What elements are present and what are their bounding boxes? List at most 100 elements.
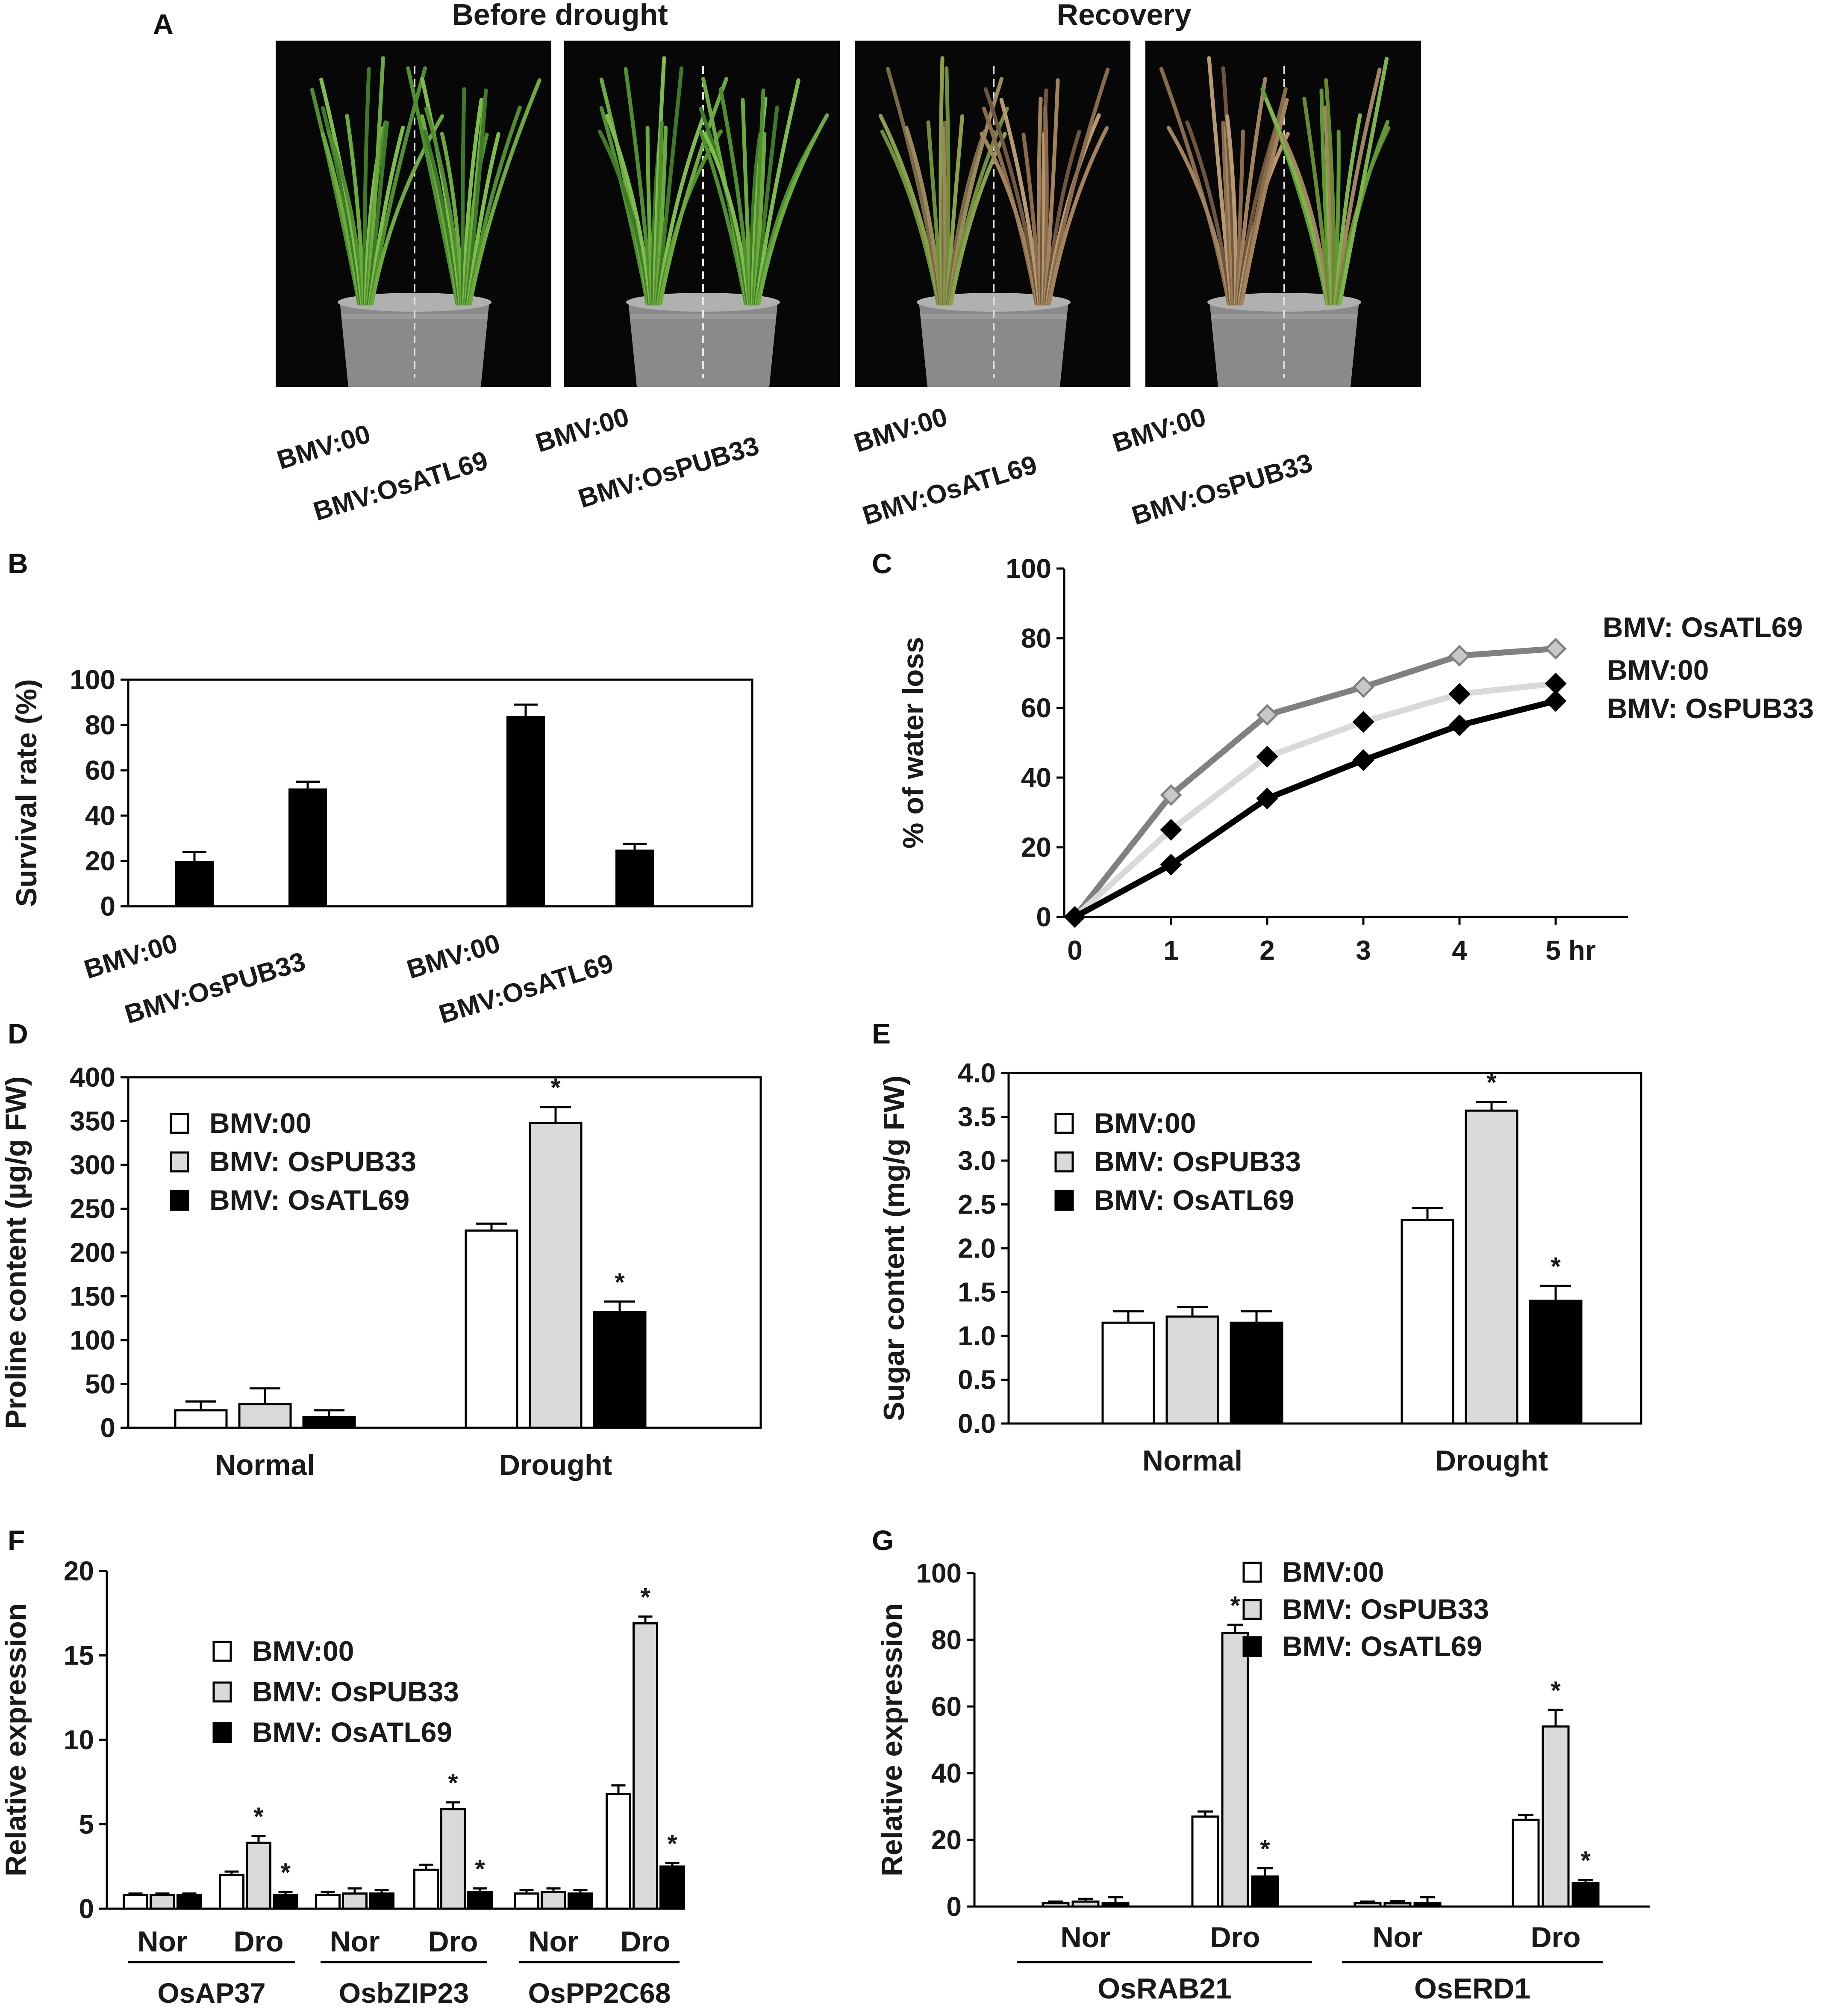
photo1-label-bmv00: BMV:00 [274, 419, 374, 475]
y-tick-label: 40 [85, 800, 115, 831]
significance-star: * [615, 1268, 625, 1297]
legend-swatch [1242, 1562, 1262, 1583]
y-tick-label: 80 [85, 710, 115, 740]
y-tick-label: 80 [931, 1624, 962, 1655]
data-point [1448, 683, 1471, 705]
legend-label: BMV:00 [1282, 1556, 1384, 1588]
legend-label: BMV: OsPUB33 [1094, 1146, 1301, 1177]
plot-frame [127, 1076, 762, 1429]
leaf [949, 132, 1007, 306]
x-tick-label: 4 [1452, 935, 1467, 966]
legend-swatch [170, 1113, 189, 1134]
leaf [999, 98, 1042, 306]
bar [246, 1842, 271, 1910]
leaf [1333, 130, 1341, 306]
photo4-label-bmv00: BMV:00 [1109, 402, 1209, 458]
data-point [1256, 704, 1278, 726]
leaf [1225, 114, 1238, 306]
photo-recovery-ospub33 [1145, 41, 1421, 387]
pot-body [1209, 301, 1359, 387]
leaf [656, 114, 706, 306]
bar [1101, 1321, 1155, 1425]
data-point [1352, 676, 1374, 698]
y-tick-label: 15 [64, 1640, 94, 1671]
significance-star: * [1230, 1591, 1240, 1620]
leaf [1236, 77, 1267, 306]
heading-before-drought: Before drought [452, 0, 668, 31]
y-axis-label: Relative expression [876, 1603, 908, 1877]
data-point [1448, 714, 1471, 737]
pot-body [340, 301, 489, 387]
leaf [655, 66, 684, 306]
data-point [1256, 787, 1278, 810]
leaf [1043, 78, 1060, 306]
y-tick-label: 0 [100, 891, 115, 922]
y-tick-label: 3.5 [958, 1102, 996, 1132]
bar [465, 1229, 518, 1429]
y-axis-label: Survival rate (%) [10, 679, 43, 907]
photo-before-osatl69 [276, 41, 551, 387]
bar [615, 849, 654, 906]
bar [1413, 1902, 1442, 1908]
legend-label: BMV: OsATL69 [1282, 1630, 1482, 1662]
y-tick-label: 20 [931, 1824, 962, 1855]
bar [342, 1892, 368, 1910]
y-tick-label: 40 [1021, 762, 1051, 793]
chart-f-expression: 0 5 10 15 20 Relative expression * * * * * * BMV:00 B… [0, 1556, 685, 2009]
legend-swatch [1242, 1599, 1262, 1620]
bar [238, 1403, 292, 1429]
leaf [756, 113, 829, 306]
significance-star: * [280, 1858, 291, 1887]
y-tick-label: 200 [70, 1237, 115, 1268]
photo3-label-osatl69: BMV:OsATL69 [859, 450, 1041, 531]
y-tick-label: 60 [85, 755, 115, 786]
chart-e-sugar: 0.0 0.5 1.0 1.5 2.0 2.5 3.0 3.5 4.0 Sugar content… [878, 1058, 1642, 1477]
bar [541, 1891, 566, 1910]
bar [1230, 1321, 1283, 1425]
significance-star: * [475, 1855, 485, 1883]
plant-illustration [1145, 41, 1421, 387]
bar [529, 1122, 583, 1429]
legend-swatch [1242, 1636, 1262, 1657]
x-tick-label: 1 [1163, 935, 1179, 966]
legend-label: BMV: OsPUB33 [252, 1676, 459, 1707]
y-tick-label: 20 [85, 846, 115, 876]
legend-swatch [212, 1641, 232, 1662]
bar [1542, 1725, 1570, 1908]
x-tick-label: Dro [1210, 1921, 1260, 1954]
leaf [753, 105, 779, 306]
leaf [983, 87, 1041, 306]
x-tick-label: 2 [1259, 935, 1275, 966]
legend-label: BMV:00 [1094, 1107, 1196, 1139]
plant-illustration [276, 41, 551, 387]
x-tick-label: Nor [330, 1925, 380, 1958]
y-tick-label: 0.0 [958, 1408, 996, 1439]
legend-label: BMV:00 [252, 1635, 354, 1667]
x-tick-label: Normal [215, 1449, 315, 1481]
y-tick-label: 0.5 [958, 1365, 996, 1395]
bar [1354, 1902, 1382, 1908]
panel-letter-e: E [872, 1018, 891, 1049]
bar [315, 1894, 341, 1910]
y-tick-label: 3.0 [958, 1145, 996, 1176]
y-tick-label: 5 [79, 1809, 94, 1840]
photo4-label-ospub33: BMV:OsPUB33 [1128, 448, 1316, 531]
data-point [1545, 637, 1567, 660]
leaf [424, 106, 463, 306]
leaf [367, 121, 389, 306]
legend-label: BMV: OsPUB33 [209, 1146, 416, 1177]
leaf [904, 126, 943, 306]
data-point [1160, 784, 1182, 806]
panel-letter-c: C [872, 548, 892, 579]
x-tick-label: BMV:00 [81, 928, 181, 984]
leaf [1335, 68, 1382, 306]
group-label: OsRAB21 [1098, 1972, 1232, 2005]
legend-label: BMV: OsATL69 [1094, 1184, 1294, 1216]
legend-label: BMV:00 [209, 1107, 311, 1139]
x-tick-label: Dro [1530, 1921, 1580, 1954]
bar [1251, 1875, 1279, 1908]
x-tick-label: Drought [499, 1449, 612, 1481]
legend-label: BMV: OsPUB33 [1282, 1593, 1489, 1625]
bar [219, 1874, 244, 1910]
